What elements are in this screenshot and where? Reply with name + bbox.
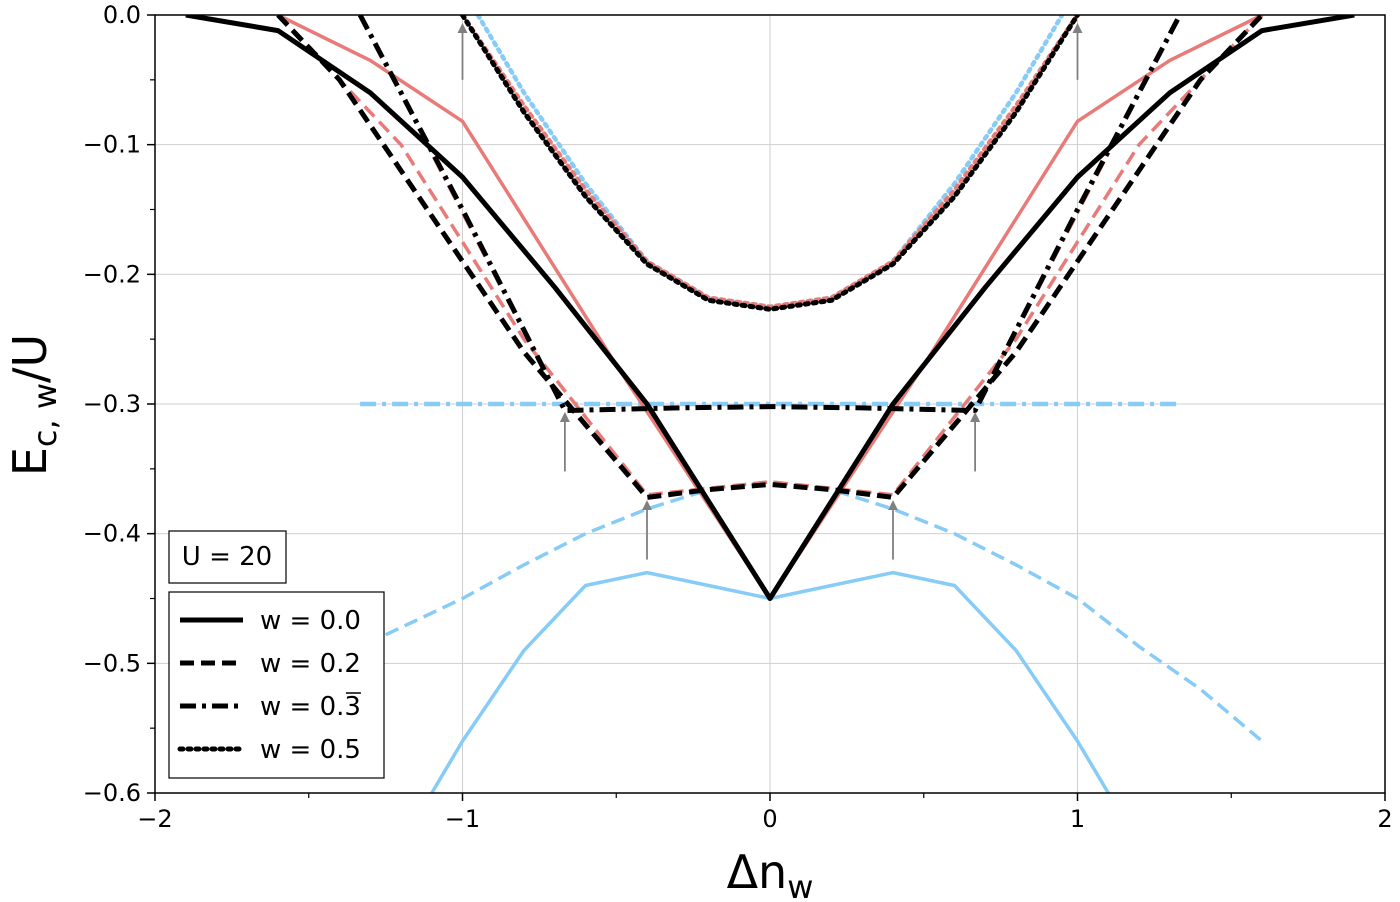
x-tick-label-0: −2 — [137, 805, 172, 833]
legend-label-1: w = 0.2 — [260, 649, 361, 679]
x-tick-label-1: −1 — [445, 805, 480, 833]
y-tick-label-0: 0.0 — [103, 1, 141, 29]
series-line-blue-w0.2 — [384, 480, 1264, 743]
series-line-black-w0.2 — [276, 15, 1264, 500]
legend-label-2: w = 0.3 — [260, 692, 361, 722]
y-tick-label-3: −0.3 — [83, 390, 141, 418]
annotation-text: U = 20 — [182, 542, 272, 572]
legend-label-3: w = 0.5 — [260, 735, 361, 765]
series-line-black-w0.33 — [357, 15, 1183, 413]
arrow-group — [457, 22, 1083, 560]
x-tick-label-2: 0 — [762, 805, 777, 833]
series-line-red-w0.5 — [460, 15, 1080, 310]
y-tick-label-4: −0.4 — [83, 520, 141, 548]
y-tick-label-1: −0.1 — [83, 131, 141, 159]
x-tick-label-3: 1 — [1070, 805, 1085, 833]
y-tick-label-2: −0.2 — [83, 260, 141, 288]
y-tick-label-6: −0.6 — [83, 779, 141, 807]
annotation-box — [168, 530, 287, 584]
legend-label-0: w = 0.0 — [260, 606, 361, 636]
series-line-black-w0.5 — [460, 15, 1080, 312]
legend: w = 0.0 w = 0.2 w = 0.3 w = 0.5 — [168, 591, 385, 779]
series-group — [185, 15, 1355, 793]
x-axis-label: Δnw — [727, 845, 814, 902]
y-tick-label-5: −0.5 — [83, 649, 141, 677]
y-axis-label-subscript: c, w — [26, 383, 64, 447]
x-tick-label-4: 2 — [1377, 805, 1392, 833]
x-axis-label-subscript: w — [787, 868, 813, 902]
y-axis-label: Ec, w/U — [3, 334, 64, 476]
ticks: −2 −1 0 1 2 0.0 −0.1 −0.2 −0.3 −0.4 −0.5 −0.6 — [83, 1, 1393, 833]
series-line-black-w0 — [185, 15, 1355, 601]
y-axis-label-suffix: /U — [3, 334, 57, 383]
